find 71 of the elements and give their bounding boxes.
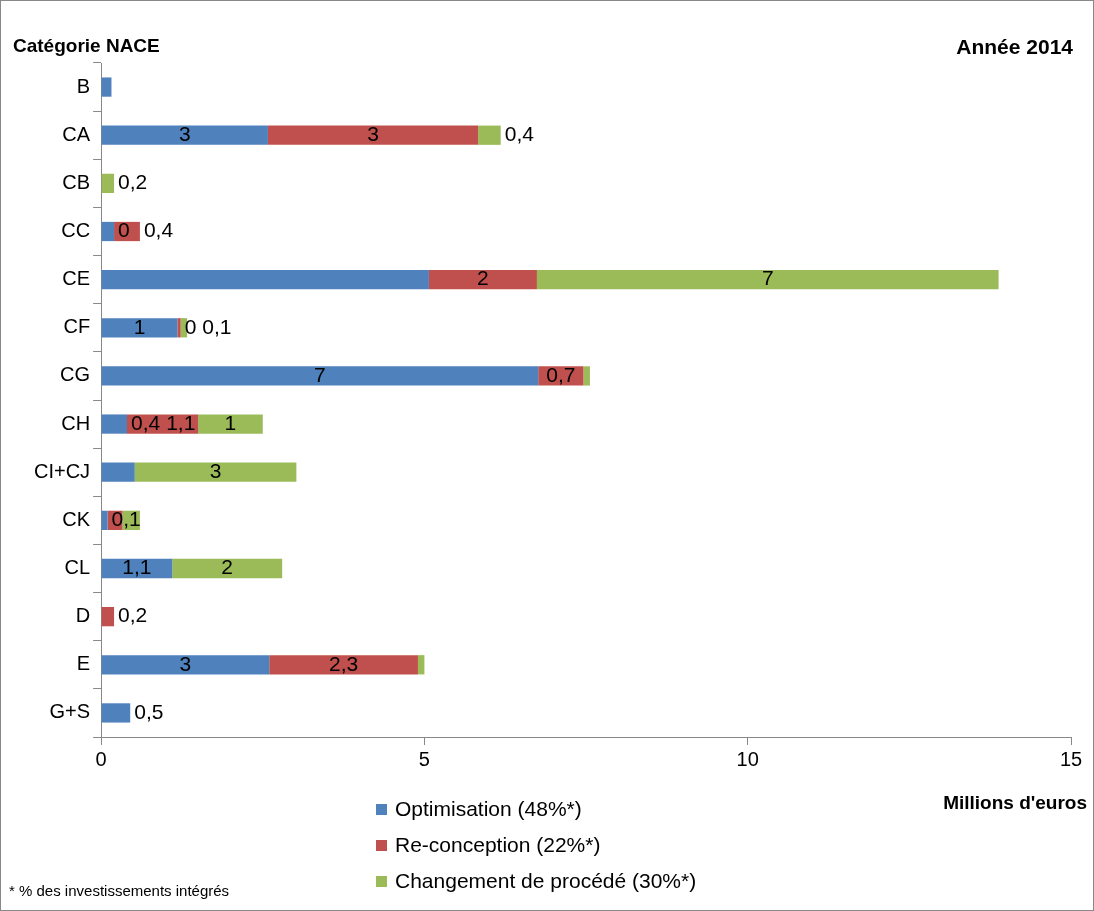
- bar: [101, 510, 108, 530]
- y-tick-label: D: [75, 604, 91, 627]
- y-tick-label: CB: [62, 170, 91, 193]
- data-label: 0,2: [118, 603, 148, 627]
- y-tick-label: E: [76, 652, 91, 675]
- y-tick-label: CK: [62, 507, 91, 530]
- bar: [583, 366, 590, 386]
- legend-label: Changement de procédé (30%*): [395, 869, 697, 893]
- data-label: 3: [179, 651, 192, 675]
- bar: [101, 414, 127, 434]
- y-tick-label: G+S: [49, 700, 91, 723]
- y-tick-label: CH: [61, 411, 91, 434]
- y-tick-label: CA: [62, 122, 91, 145]
- data-label: 3: [178, 122, 191, 146]
- data-label: 0,4: [504, 122, 535, 146]
- bar: [101, 366, 539, 386]
- bar: [417, 655, 425, 675]
- data-label: 1,1: [166, 410, 196, 434]
- bar: [267, 125, 479, 145]
- y-tick-label: B: [76, 74, 91, 97]
- data-label: 7: [761, 266, 774, 290]
- data-label: 1: [224, 410, 237, 434]
- bar: [536, 270, 999, 290]
- x-tick-label: 5: [418, 747, 430, 770]
- data-label: 3: [209, 459, 222, 483]
- x-tick-label: 15: [1059, 747, 1083, 770]
- bar: [172, 558, 283, 579]
- bar: [101, 655, 270, 675]
- bar: [269, 655, 418, 675]
- chart-title: Année 2014: [956, 35, 1073, 59]
- x-tick-label: 0: [95, 747, 107, 770]
- legend-label: Optimisation (48%*): [395, 797, 582, 821]
- bar: [428, 270, 537, 290]
- data-label: 7: [314, 362, 326, 386]
- bar: [101, 270, 429, 290]
- x-tick-label: 10: [736, 747, 759, 770]
- bar: [101, 221, 115, 242]
- legend-label: Re-conception (22%*): [395, 833, 601, 857]
- y-tick-label: CG: [60, 363, 91, 386]
- data-label: 2: [221, 555, 234, 579]
- data-label: 0,5: [134, 699, 164, 723]
- bar: [478, 125, 501, 145]
- data-label: 0,7: [546, 362, 576, 386]
- bar: [101, 77, 112, 97]
- bar: [198, 414, 263, 434]
- y-axis-title: Catégorie NACE: [13, 35, 160, 57]
- data-label: 3: [367, 122, 379, 146]
- bar: [101, 318, 178, 338]
- text: * % des investissements intégrés: [9, 882, 230, 899]
- data-label: 0,2: [118, 170, 148, 194]
- y-tick-label: CE: [62, 267, 91, 290]
- bar: [101, 462, 135, 482]
- y-tick-label: CL: [64, 556, 91, 579]
- data-label: 2: [477, 266, 489, 290]
- bar: [177, 318, 181, 338]
- data-label: 2,3: [329, 651, 359, 675]
- bar: [101, 173, 115, 193]
- data-label: 0,4: [130, 410, 161, 434]
- data-label: 0: [118, 218, 130, 242]
- bar: [101, 125, 268, 145]
- data-label: 0,4: [143, 218, 174, 242]
- y-tick-label: CI+CJ: [34, 459, 91, 482]
- data-label: 0,1: [202, 314, 232, 338]
- data-label: 1: [133, 314, 146, 338]
- bar: [134, 462, 297, 482]
- bar: [101, 607, 115, 627]
- y-tick-label: CF: [63, 315, 91, 338]
- data-label: 1,1: [122, 555, 152, 579]
- x-axis-title: Millions d'euros: [943, 792, 1087, 814]
- y-tick-label: CC: [61, 219, 91, 242]
- bar: [101, 703, 131, 723]
